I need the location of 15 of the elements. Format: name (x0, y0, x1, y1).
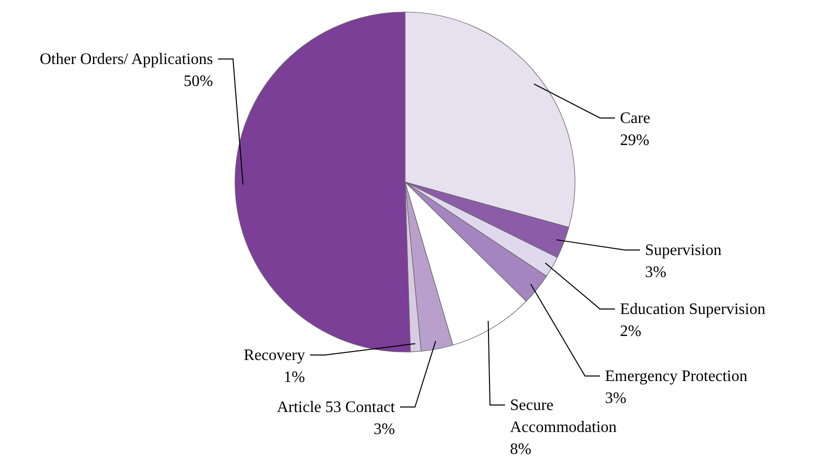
slice-label: Care (620, 110, 650, 127)
data-label: 8% (510, 441, 532, 458)
slice-label: Recovery (244, 347, 305, 364)
slice-label: Other Orders/ Applications (40, 51, 213, 68)
data-label: 29% (620, 132, 650, 149)
data-label: 3% (645, 264, 666, 281)
data-label: 3% (605, 390, 626, 407)
slice-label: Emergency Protection (605, 368, 748, 385)
data-label: 50% (184, 73, 213, 90)
slice-label: Article 53 Contact (276, 399, 396, 416)
data-label: 3% (374, 421, 395, 438)
slice-label: Education Supervision (620, 301, 766, 318)
data-label: 2% (620, 323, 642, 340)
data-label: 1% (284, 369, 305, 386)
slice-label: Supervision (645, 242, 722, 259)
